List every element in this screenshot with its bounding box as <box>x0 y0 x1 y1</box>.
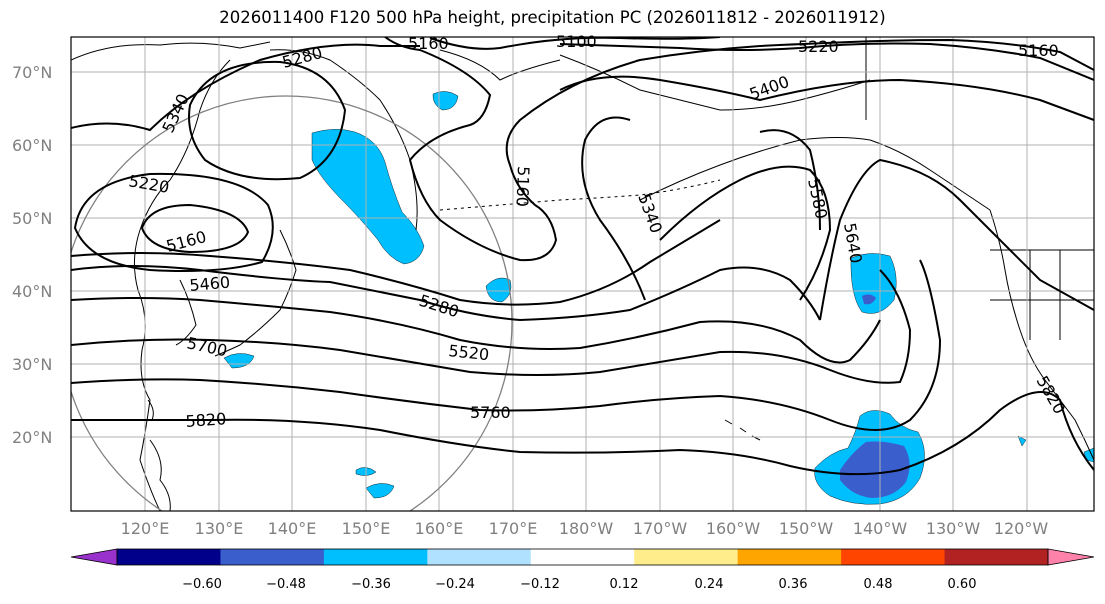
lon-label: 140°E <box>268 519 317 538</box>
colorbar-cell <box>530 549 635 565</box>
contour-5760 <box>71 259 942 431</box>
map-frame <box>70 36 1095 512</box>
contour-5280-mid <box>71 219 721 306</box>
contour-5340-trough <box>581 116 646 301</box>
contour-5460 <box>71 265 821 322</box>
contour-label: 5760 <box>470 403 511 422</box>
colorbar-tick-label: 0.60 <box>948 577 977 592</box>
colorbar-tick-labels: −0.60 −0.48 −0.36 −0.24 −0.12 0.12 0.24 … <box>182 577 976 592</box>
lon-label: 120°W <box>994 519 1049 538</box>
lat-label: 40°N <box>12 282 52 301</box>
contour-label: 5460 <box>189 273 231 295</box>
coast-alaska-north <box>559 54 871 111</box>
colorbar-cell <box>944 549 1049 565</box>
lon-label: 180°W <box>559 519 614 538</box>
contour-label: 5160 <box>513 166 533 207</box>
precip-area-east-pacific <box>850 253 897 314</box>
colorbar-tick-label: 0.24 <box>695 577 724 592</box>
precip-area-small-3 <box>1017 435 1027 447</box>
contour-5160-north <box>384 37 1094 262</box>
contour-label: 5520 <box>448 341 490 364</box>
coast-east-asia <box>71 41 271 511</box>
coast-korea <box>175 279 197 346</box>
lon-label: 140°W <box>853 519 908 538</box>
contour-label: 5100 <box>556 32 597 51</box>
colorbar-cell <box>220 549 325 565</box>
map-title: 2026011400 F120 500 hPa height, precipit… <box>219 8 886 27</box>
contour-5700 <box>71 269 912 384</box>
contour-5160-low <box>140 203 250 254</box>
colorbar-tick-label: 0.36 <box>779 577 808 592</box>
height-contours <box>71 37 1094 476</box>
colorbar-cell <box>323 549 428 565</box>
coast-alaska-south <box>639 137 991 211</box>
lon-label: 120°E <box>121 519 170 538</box>
lon-label: 150°E <box>342 519 391 538</box>
lon-label: 130°W <box>926 519 981 538</box>
contour-label: 5160 <box>1018 41 1059 60</box>
contour-5520 <box>71 297 881 364</box>
coast-kamchatka <box>269 49 418 231</box>
coastlines <box>71 37 1094 511</box>
lat-label: 20°N <box>12 428 52 447</box>
region-circle <box>71 95 513 511</box>
contour-5580 <box>759 129 821 231</box>
lon-label: 170°W <box>633 519 688 538</box>
contour-label: 5220 <box>798 37 839 56</box>
latitude-labels: 70°N 60°N 50°N 40°N 30°N 20°N <box>12 63 52 447</box>
colorbar-cell <box>117 549 221 565</box>
precip-area-east-pacific-core <box>862 294 876 305</box>
colorbar: −0.60 −0.48 −0.36 −0.24 −0.12 0.12 0.24 … <box>70 548 1095 592</box>
colorbar-tick-label: −0.60 <box>182 577 222 592</box>
colorbar-tick-label: 0.48 <box>864 577 893 592</box>
precip-area-kuril <box>311 129 425 265</box>
coast-philippines <box>149 439 171 511</box>
us-state-lines <box>990 249 1094 340</box>
colorbar-cell <box>427 549 532 565</box>
gridlines <box>71 37 1094 511</box>
colorbar-tick-label: −0.12 <box>520 577 560 592</box>
contour-label: 5160 <box>408 34 449 53</box>
colorbar-cell <box>841 549 946 565</box>
colorbar-cell <box>737 549 842 565</box>
coast-taiwan <box>147 399 154 421</box>
colorbar-outline <box>116 548 1049 566</box>
colorbar-cells <box>70 548 1095 566</box>
contour-5580-ridge <box>659 165 832 301</box>
lon-label: 160°E <box>415 519 464 538</box>
coast-north-america-west <box>989 209 1094 461</box>
coast-chukotka <box>439 49 561 81</box>
longitude-labels: 120°E 130°E 140°E 150°E 160°E 170°E 180°… <box>121 519 1049 538</box>
lat-label: 60°N <box>12 136 52 155</box>
lon-label: 170°E <box>489 519 538 538</box>
contour-5340-ring <box>188 60 347 181</box>
colorbar-tick-label: 0.12 <box>610 577 639 592</box>
lat-label: 30°N <box>12 355 52 374</box>
contour-5100 <box>429 37 721 50</box>
colorbar-cell <box>634 549 739 565</box>
lon-label: 150°W <box>779 519 834 538</box>
contour-5640 <box>819 158 1094 321</box>
lon-label: 130°E <box>195 519 244 538</box>
colorbar-tick-label: −0.36 <box>351 577 391 592</box>
colorbar-tick-label: −0.48 <box>266 577 306 592</box>
contour-5400 <box>559 75 1094 121</box>
contour-label: 5820 <box>185 409 227 431</box>
contour-5280-north <box>71 43 420 132</box>
aleutian-chain <box>439 179 721 211</box>
precip-area-subtropical-core <box>840 441 910 498</box>
contour-5220-ring <box>73 172 274 272</box>
colorbar-extend-max <box>1047 548 1095 566</box>
colorbar-tick-label: −0.24 <box>435 577 475 592</box>
lat-label: 50°N <box>12 209 52 228</box>
lat-label: 70°N <box>12 63 52 82</box>
colorbar-extend-min <box>70 548 118 566</box>
precip-area-small-2 <box>365 483 395 499</box>
lon-label: 160°W <box>706 519 761 538</box>
contour-5220-upper <box>559 42 1094 81</box>
contour-5820 <box>71 391 1094 476</box>
